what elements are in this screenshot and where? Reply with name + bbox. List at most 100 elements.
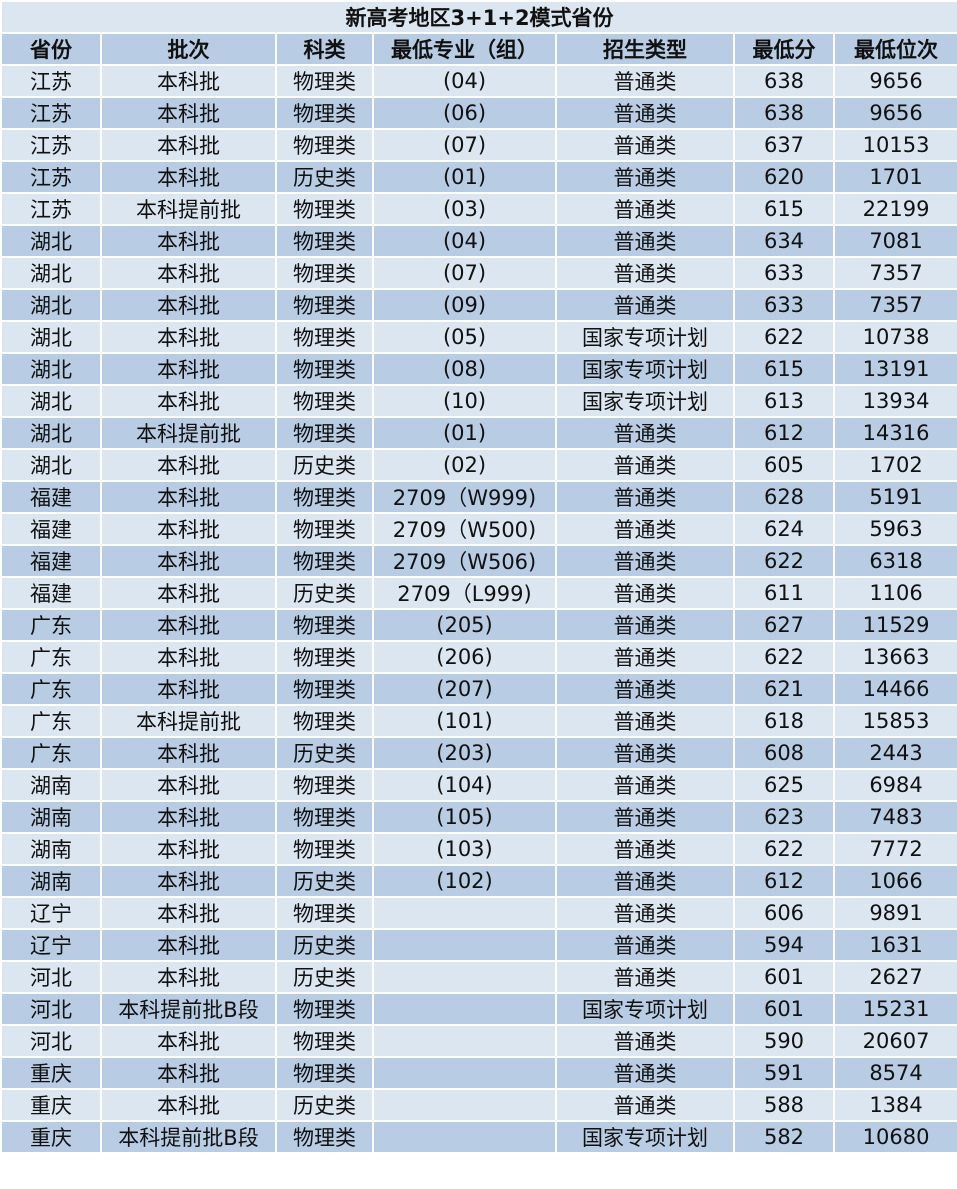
cell-batch: 本科批: [100, 640, 277, 674]
cell-min-rank: 10738: [832, 320, 957, 354]
cell-subject: 物理类: [275, 544, 374, 578]
table-row: 重庆 本科批 物理类 普通类 591 8574: [0, 1056, 957, 1090]
cell-min-score: 633: [733, 288, 835, 322]
table-row: 广东 本科批 物理类 (205) 普通类 627 11529: [0, 608, 957, 642]
cell-admission-type: 普通类: [555, 960, 735, 994]
table-row: 湖北 本科批 物理类 (04) 普通类 634 7081: [0, 224, 957, 258]
cell-major-group: (07): [372, 128, 557, 162]
cell-admission-type: 普通类: [555, 1088, 735, 1122]
table-row: 江苏 本科批 物理类 (04) 普通类 638 9656: [0, 64, 957, 98]
cell-min-rank: 7081: [832, 224, 957, 258]
table-row: 福建 本科批 物理类 2709（W500) 普通类 624 5963: [0, 512, 957, 546]
cell-batch: 本科提前批B段: [100, 1120, 277, 1154]
cell-min-rank: 7357: [832, 256, 957, 290]
cell-major-group: (104): [372, 768, 557, 802]
cell-subject: 物理类: [275, 128, 374, 162]
cell-batch: 本科提前批B段: [100, 992, 277, 1026]
cell-major-group: (01): [372, 416, 557, 450]
cell-subject: 物理类: [275, 640, 374, 674]
cell-batch: 本科批: [100, 768, 277, 802]
cell-admission-type: 普通类: [555, 928, 735, 962]
cell-min-rank: 1066: [832, 864, 957, 898]
cell-major-group: [372, 992, 557, 1026]
cell-province: 湖北: [0, 384, 102, 418]
cell-province: 广东: [0, 736, 102, 770]
cell-province: 湖北: [0, 416, 102, 450]
table-row: 湖南 本科批 物理类 (103) 普通类 622 7772: [0, 832, 957, 866]
table-row: 广东 本科批 历史类 (203) 普通类 608 2443: [0, 736, 957, 770]
cell-min-rank: 1702: [832, 448, 957, 482]
cell-min-score: 633: [733, 256, 835, 290]
cell-admission-type: 普通类: [555, 640, 735, 674]
cell-batch: 本科批: [100, 1056, 277, 1090]
cell-subject: 历史类: [275, 160, 374, 194]
table-row: 辽宁 本科批 历史类 普通类 594 1631: [0, 928, 957, 962]
header-batch: 批次: [100, 32, 277, 66]
cell-subject: 历史类: [275, 448, 374, 482]
cell-batch: 本科提前批: [100, 192, 277, 226]
cell-subject: 历史类: [275, 864, 374, 898]
cell-min-score: 628: [733, 480, 835, 514]
cell-batch: 本科批: [100, 800, 277, 834]
cell-admission-type: 国家专项计划: [555, 992, 735, 1026]
cell-min-rank: 15853: [832, 704, 957, 738]
cell-admission-type: 普通类: [555, 256, 735, 290]
cell-min-score: 608: [733, 736, 835, 770]
cell-min-rank: 13934: [832, 384, 957, 418]
score-table: 新高考地区3+1+2模式省份 省份 批次 科类 最低专业（组） 招生类型 最低分…: [0, 0, 957, 1154]
table-row: 重庆 本科批 历史类 普通类 588 1384: [0, 1088, 957, 1122]
cell-min-score: 588: [733, 1088, 835, 1122]
cell-admission-type: 普通类: [555, 448, 735, 482]
cell-batch: 本科批: [100, 224, 277, 258]
cell-min-score: 605: [733, 448, 835, 482]
cell-min-score: 618: [733, 704, 835, 738]
table-row: 河北 本科批 历史类 普通类 601 2627: [0, 960, 957, 994]
cell-admission-type: 普通类: [555, 576, 735, 610]
cell-batch: 本科批: [100, 1024, 277, 1058]
cell-province: 福建: [0, 544, 102, 578]
cell-subject: 物理类: [275, 832, 374, 866]
cell-subject: 历史类: [275, 576, 374, 610]
cell-major-group: (07): [372, 256, 557, 290]
cell-batch: 本科批: [100, 832, 277, 866]
cell-min-score: 591: [733, 1056, 835, 1090]
cell-admission-type: 国家专项计划: [555, 1120, 735, 1154]
table-row: 广东 本科批 物理类 (207) 普通类 621 14466: [0, 672, 957, 706]
cell-min-rank: 9891: [832, 896, 957, 930]
cell-province: 重庆: [0, 1120, 102, 1154]
cell-admission-type: 普通类: [555, 1024, 735, 1058]
cell-province: 辽宁: [0, 896, 102, 930]
cell-min-rank: 13663: [832, 640, 957, 674]
cell-min-rank: 1106: [832, 576, 957, 610]
cell-batch: 本科批: [100, 736, 277, 770]
table-row: 江苏 本科批 物理类 (07) 普通类 637 10153: [0, 128, 957, 162]
cell-major-group: (207): [372, 672, 557, 706]
cell-province: 湖南: [0, 832, 102, 866]
cell-min-rank: 20607: [832, 1024, 957, 1058]
cell-min-score: 620: [733, 160, 835, 194]
header-subject: 科类: [275, 32, 374, 66]
cell-admission-type: 普通类: [555, 1056, 735, 1090]
cell-province: 湖北: [0, 224, 102, 258]
cell-subject: 物理类: [275, 384, 374, 418]
cell-batch: 本科批: [100, 928, 277, 962]
cell-major-group: 2709（W500): [372, 512, 557, 546]
cell-province: 湖南: [0, 768, 102, 802]
cell-subject: 物理类: [275, 992, 374, 1026]
cell-major-group: (02): [372, 448, 557, 482]
cell-batch: 本科批: [100, 256, 277, 290]
cell-admission-type: 普通类: [555, 544, 735, 578]
cell-batch: 本科批: [100, 960, 277, 994]
cell-major-group: 2709（W999): [372, 480, 557, 514]
cell-min-score: 594: [733, 928, 835, 962]
cell-major-group: 2709（L999): [372, 576, 557, 610]
cell-major-group: [372, 928, 557, 962]
cell-min-score: 622: [733, 640, 835, 674]
cell-major-group: (101): [372, 704, 557, 738]
cell-province: 湖北: [0, 320, 102, 354]
cell-admission-type: 普通类: [555, 224, 735, 258]
cell-province: 湖南: [0, 800, 102, 834]
cell-min-score: 623: [733, 800, 835, 834]
cell-batch: 本科提前批: [100, 416, 277, 450]
table-title: 新高考地区3+1+2模式省份: [0, 0, 957, 34]
